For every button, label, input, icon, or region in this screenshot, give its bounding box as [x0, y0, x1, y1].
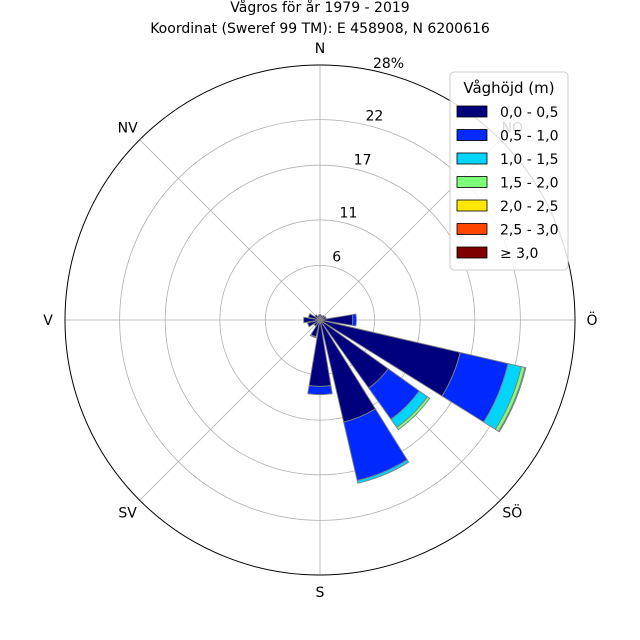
chart-subtitle: Koordinat (Sweref 99 TM): E 458908, N 62…	[150, 21, 490, 37]
radial-tick-label-2: 11	[340, 205, 358, 221]
legend-label-7: ≥ 3,0	[500, 246, 538, 262]
direction-label-s: S	[316, 585, 325, 601]
bar-sector-4-bin-1	[351, 313, 357, 327]
legend-label-4: 1,5 - 2,0	[500, 176, 558, 192]
radial-tick-label-3: 17	[354, 153, 372, 169]
legend: Våghöjd (m) 0,0 - 0,5 0,5 - 1,0 1,0 - 1,5 1,…	[449, 71, 569, 271]
bar-sector-7-bin-2	[356, 459, 410, 484]
grid-spoke-6	[139, 319, 321, 501]
direction-label-sö: SÖ	[502, 503, 522, 521]
legend-swatch-1	[456, 105, 488, 118]
bar-sector-15-bin-0	[316, 315, 321, 321]
radial-tick-label-5: 28%	[373, 56, 404, 72]
bar-sector-10-bin-0	[313, 319, 321, 327]
bar-sector-0-bin-0	[318, 314, 322, 321]
radial-tick-label-4: 22	[365, 109, 383, 125]
legend-label-2: 0,5 - 1,0	[500, 129, 558, 145]
legend-label-5: 2,0 - 2,5	[500, 199, 558, 215]
legend-swatch-2	[456, 129, 488, 141]
bar-sector-9-bin-1	[309, 334, 317, 339]
legend-label-6: 2,5 - 3,0	[500, 223, 558, 239]
bar-sector-12-bin-0	[303, 316, 321, 324]
direction-label-sv: SV	[118, 505, 137, 521]
legend-swatch-3	[456, 152, 488, 165]
direction-label-ö: Ö	[586, 311, 597, 329]
bar-sector-8-bin-1	[307, 385, 333, 396]
bar-sector-5-bin-4	[497, 366, 527, 433]
legend-title: Våghöjd (m)	[463, 79, 554, 97]
legend-swatch-7	[456, 246, 488, 259]
sector-bars	[303, 313, 527, 484]
outer-circle	[64, 64, 576, 576]
legend-label-1: 0,0 - 0,5	[500, 105, 558, 121]
bar-sector-11-bin-0	[307, 319, 321, 328]
polar-grid	[64, 64, 576, 576]
direction-label-nv: NV	[118, 121, 138, 137]
bar-sector-6-bin-3	[396, 396, 431, 431]
radial-tick-label-1: 6	[332, 249, 341, 265]
legend-label-3: 1,0 - 1,5	[500, 152, 558, 168]
grid-spoke-8	[139, 139, 321, 321]
direction-label-n: N	[315, 41, 325, 57]
legend-swatch-4	[456, 176, 488, 188]
chart-title: Vågros för år 1979 - 2019	[230, 0, 409, 16]
legend-box	[449, 71, 569, 271]
legend-swatch-5	[456, 199, 488, 212]
legend-swatch-6	[456, 223, 488, 235]
direction-label-v: V	[43, 313, 53, 329]
